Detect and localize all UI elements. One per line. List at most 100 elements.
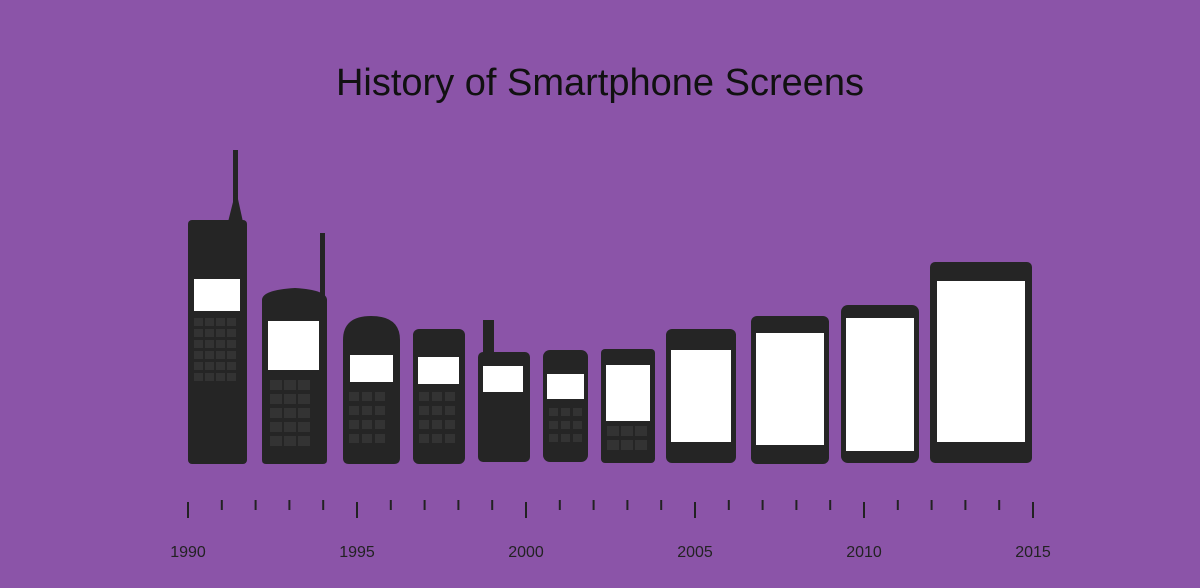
key [227,329,236,337]
key [194,351,203,359]
key [284,408,296,418]
key [561,421,570,429]
x-tick-label: 2015 [1015,544,1051,561]
key [227,373,236,381]
key [419,434,429,443]
key [194,340,203,348]
x-tick-label: 1995 [339,544,375,561]
key [573,421,582,429]
key [362,406,372,415]
key [270,436,282,446]
key [621,426,633,436]
key [194,318,203,326]
key [445,406,455,415]
key [432,392,442,401]
key [227,340,236,348]
x-tick-label: 2005 [677,544,713,561]
screen [756,333,824,445]
key [205,329,214,337]
key [349,434,359,443]
key [445,420,455,429]
key [375,420,385,429]
screen [418,357,459,384]
key [621,440,633,450]
key [298,408,310,418]
key [270,380,282,390]
key [205,318,214,326]
key [349,420,359,429]
key [349,392,359,401]
key [432,406,442,415]
key [216,362,225,370]
key [549,421,558,429]
key [298,394,310,404]
key [270,408,282,418]
key [445,434,455,443]
key [362,420,372,429]
key [549,434,558,442]
key [432,434,442,443]
key [227,362,236,370]
key [227,351,236,359]
screen [846,318,914,451]
key [549,408,558,416]
phone [543,350,588,462]
key [298,436,310,446]
phones [188,150,1032,464]
key [284,422,296,432]
key [284,436,296,446]
key [375,392,385,401]
key [298,380,310,390]
screen [194,279,240,311]
antenna [483,320,494,360]
screen [606,365,650,421]
screen [547,374,584,399]
key [419,420,429,429]
key [561,434,570,442]
key [298,422,310,432]
key [362,392,372,401]
key [635,440,647,450]
key [362,434,372,443]
key [270,394,282,404]
x-tick-label: 2010 [846,544,882,561]
key [216,351,225,359]
key [205,362,214,370]
key [205,351,214,359]
key [205,340,214,348]
key [284,380,296,390]
antenna [320,233,325,303]
key [216,340,225,348]
screen [937,281,1025,442]
key [284,394,296,404]
chart-title: History of Smartphone Screens [336,62,864,104]
key [375,434,385,443]
x-tick-label: 1990 [170,544,206,561]
key [419,406,429,415]
x-tick-label: 2000 [508,544,544,561]
key [270,422,282,432]
key [194,329,203,337]
key [216,329,225,337]
key [573,434,582,442]
key [194,362,203,370]
key [432,420,442,429]
key [375,406,385,415]
key [561,408,570,416]
key [445,392,455,401]
key [227,318,236,326]
key [607,440,619,450]
screen [268,321,319,370]
key [216,373,225,381]
screen [671,350,731,442]
key [194,373,203,381]
key [419,392,429,401]
key [205,373,214,381]
key [635,426,647,436]
antenna [233,150,238,225]
key [216,318,225,326]
key [349,406,359,415]
key [573,408,582,416]
